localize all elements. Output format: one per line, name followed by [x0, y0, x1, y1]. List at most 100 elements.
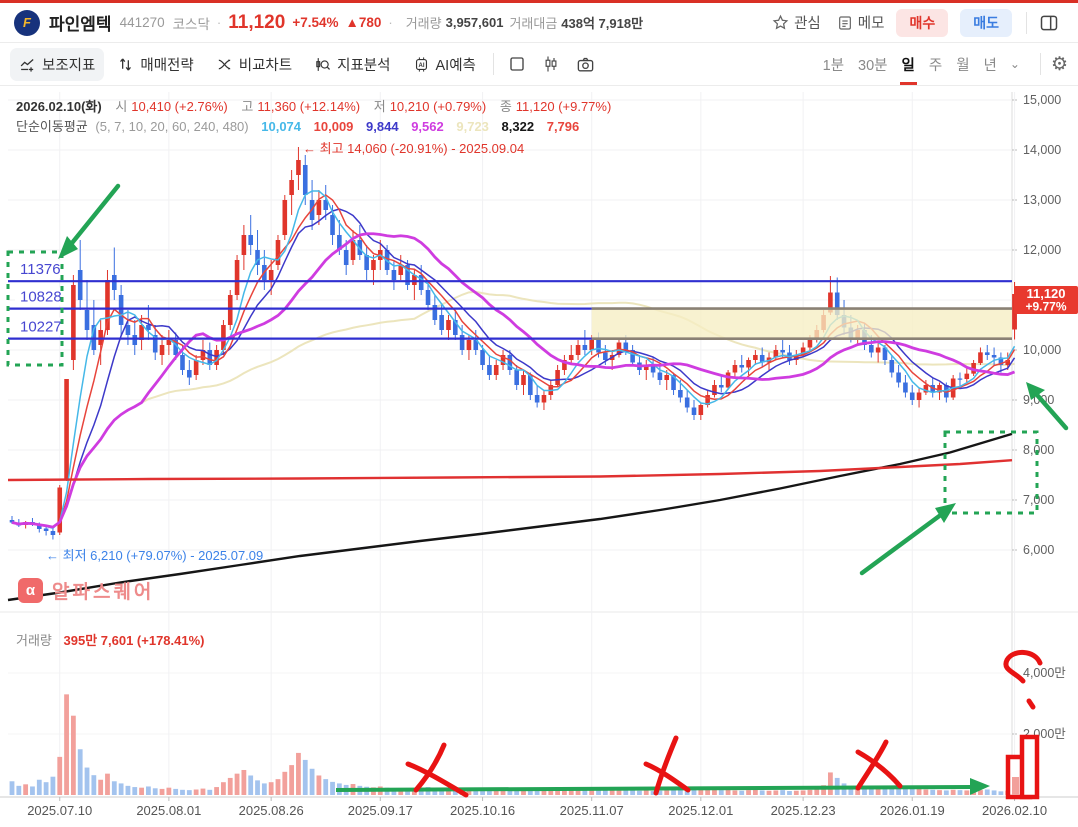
buy-button[interactable]: 매수: [896, 8, 949, 37]
candle-body: [807, 340, 813, 348]
timeframe-week[interactable]: 주: [928, 57, 943, 74]
green-arrow-shaft: [859, 511, 945, 576]
volume-bar: [64, 694, 69, 795]
red-question-mark: [1026, 698, 1036, 710]
red-question-mark: [1003, 650, 1043, 684]
candle-body: [221, 325, 226, 350]
candle-body: [507, 355, 513, 370]
volume-bar: [705, 789, 711, 795]
volume-bar: [534, 787, 540, 795]
chevron-down-icon[interactable]: ⌄: [1009, 57, 1020, 71]
sell-button[interactable]: 매도: [960, 8, 1012, 37]
side-panel-toggle[interactable]: [1039, 13, 1064, 33]
level-label-bg: [15, 260, 71, 279]
candle-body: [978, 352, 983, 363]
candle-body: [466, 340, 472, 350]
ma-legend-line: 단순이동평균 (5, 7, 10, 20, 60, 240, 480) 10,0…: [16, 116, 579, 135]
candle-body: [984, 352, 990, 355]
candle-body: [77, 270, 83, 300]
timeframe-1min[interactable]: 1분: [822, 57, 845, 74]
candle-body: [909, 392, 915, 400]
candle-body: [773, 350, 779, 358]
analysis-button[interactable]: 지표분석: [305, 48, 399, 81]
timeframe-month[interactable]: 월: [956, 57, 970, 74]
volume-bar: [521, 790, 526, 795]
candle-body: [193, 360, 199, 375]
volume-bar: [984, 789, 990, 795]
volume-bar: [105, 773, 110, 795]
volume-bar: [466, 789, 472, 795]
candle-body: [166, 340, 172, 345]
timeframe-year[interactable]: 년: [983, 57, 997, 74]
memo-label: 메모: [857, 16, 885, 32]
volume-bar: [718, 790, 724, 795]
candle-body: [125, 325, 131, 335]
turnover-label: 거래대금: [509, 16, 558, 31]
volume-bar: [664, 790, 670, 795]
candle-body: [998, 357, 1004, 365]
volume-bar: [616, 789, 622, 795]
volume-bar: [739, 790, 745, 795]
candle-body: [753, 355, 758, 360]
candle-body: [780, 350, 785, 353]
volume-bar: [937, 790, 942, 795]
gear-icon[interactable]: ⚙: [1050, 53, 1068, 75]
strategy-button[interactable]: 매매전략: [108, 48, 202, 81]
candle-body: [480, 350, 485, 365]
candle-body: [146, 325, 151, 330]
candle-style-button[interactable]: [536, 49, 566, 79]
ai-predict-button[interactable]: AI AI예측: [404, 48, 485, 81]
volume-pane-label: 거래량: [16, 633, 52, 648]
red-x-mark: [855, 739, 889, 791]
candle-body: [139, 325, 144, 340]
high-label: 고: [241, 99, 254, 114]
candle-body: [459, 335, 465, 350]
volume-bar: [643, 790, 649, 795]
candle-body: [105, 280, 110, 330]
candle-body: [957, 378, 963, 380]
candle-body: [916, 392, 922, 400]
watch-button[interactable]: 관심: [772, 12, 821, 33]
volume-bar: [548, 789, 554, 795]
volume-bar: [207, 789, 213, 795]
volume-bar: [1012, 777, 1019, 795]
candle-body: [630, 350, 635, 363]
volume-bar: [623, 789, 629, 795]
volume-bar: [589, 789, 595, 795]
volume-bar: [712, 789, 717, 795]
memo-button[interactable]: 메모: [837, 12, 885, 33]
screenshot-button[interactable]: [570, 49, 601, 80]
ma5-value: 10,074: [261, 119, 302, 134]
volume-bar: [248, 775, 254, 795]
volume-bar: [268, 782, 274, 795]
compare-icon: [218, 59, 231, 69]
timeframe-30min[interactable]: 30분: [858, 57, 888, 74]
close-label: 종: [499, 99, 512, 114]
candle-body: [248, 235, 253, 245]
indicator-button[interactable]: 보조지표: [10, 47, 105, 81]
volume-bar: [821, 785, 826, 795]
compare-button[interactable]: 비교차트: [207, 48, 301, 81]
volume-bar: [780, 790, 786, 795]
candle-body: [159, 345, 165, 355]
toolbar: 보조지표 매매전략 비교차트 지표분석 AI AI예측 1분 30분: [0, 43, 1078, 86]
volume-bar: [282, 771, 288, 795]
volume-bar: [118, 783, 124, 795]
camera-icon: [577, 57, 594, 72]
candle-body: [800, 347, 806, 355]
candle-body: [200, 350, 206, 360]
chart-text: 2026.01.19: [880, 803, 945, 818]
candle-body: [875, 347, 881, 353]
volume-bar: [828, 772, 833, 795]
candle-body: [684, 397, 690, 408]
volume-bar: [77, 749, 83, 795]
candle-body: [337, 235, 342, 250]
volume-bar: [43, 782, 49, 795]
candle-body: [71, 285, 76, 360]
toolbar-divider: [1039, 53, 1041, 75]
volume-bar: [309, 768, 315, 795]
timeframe-day[interactable]: 일: [899, 54, 918, 85]
rectangle-draw-button[interactable]: [502, 49, 532, 79]
volume-bar: [480, 788, 485, 795]
